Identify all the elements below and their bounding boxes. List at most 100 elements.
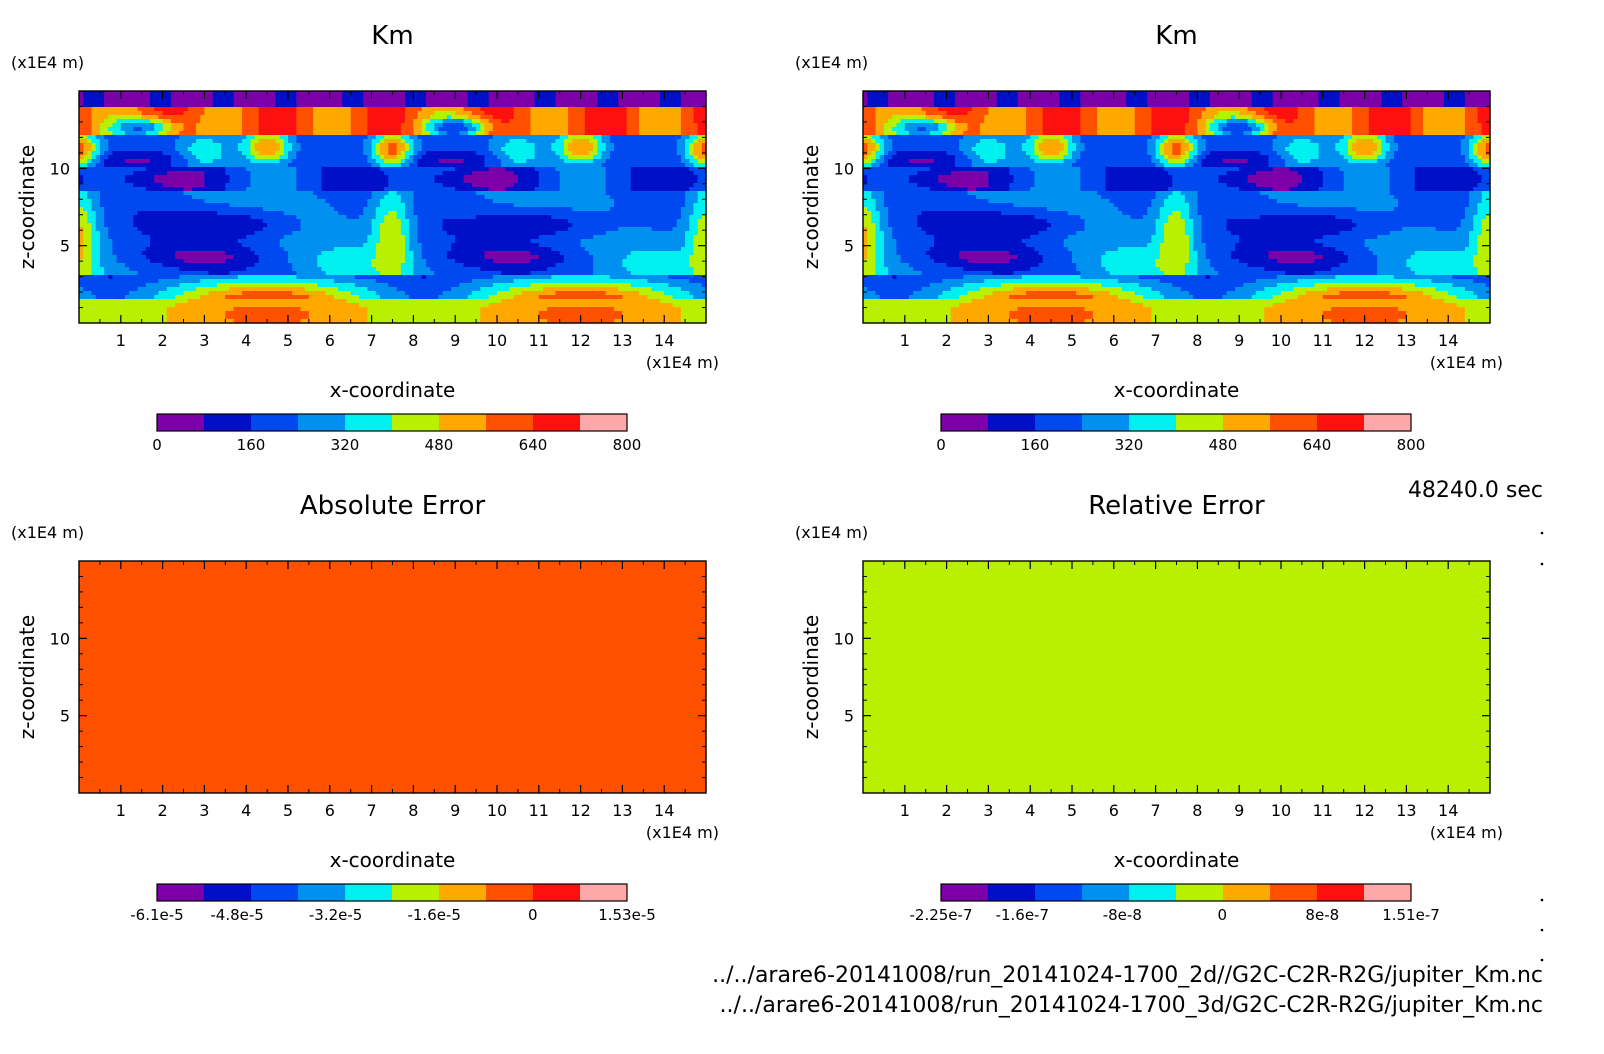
field-cell bbox=[112, 131, 126, 136]
field-cell bbox=[1201, 163, 1270, 168]
field-cell bbox=[568, 143, 594, 148]
field-cell bbox=[967, 259, 1010, 264]
field-cell bbox=[296, 107, 314, 112]
x-tick-label: 13 bbox=[1396, 331, 1416, 350]
field-cell bbox=[875, 139, 885, 144]
field-cell bbox=[971, 159, 985, 164]
field-cell bbox=[1209, 99, 1253, 104]
field-cell bbox=[680, 119, 695, 124]
field-cell bbox=[480, 267, 548, 272]
field-cell bbox=[863, 187, 931, 192]
field-cell bbox=[1473, 219, 1483, 224]
field-cell bbox=[1021, 239, 1065, 244]
field-cell bbox=[79, 167, 147, 172]
x-tick-label: 7 bbox=[367, 801, 377, 820]
field-cell bbox=[258, 139, 277, 144]
field-cell bbox=[137, 271, 210, 276]
field-cell bbox=[480, 127, 486, 132]
field-cell bbox=[79, 315, 168, 320]
x-tick-label: 4 bbox=[241, 801, 251, 820]
field-cell bbox=[434, 111, 456, 116]
field-cell bbox=[1230, 115, 1236, 120]
field-cell bbox=[954, 103, 998, 108]
field-cell bbox=[1347, 255, 1378, 260]
field-cell bbox=[934, 243, 1027, 248]
field-cell bbox=[875, 123, 885, 128]
field-cell bbox=[1444, 95, 1466, 100]
field-cell bbox=[79, 163, 88, 168]
field-cell bbox=[680, 103, 707, 108]
field-cell bbox=[1067, 247, 1119, 252]
field-cell bbox=[672, 227, 690, 232]
field-cell bbox=[421, 247, 452, 252]
field-cell bbox=[288, 151, 297, 156]
field-cell bbox=[250, 139, 260, 144]
colorbar-swatch bbox=[1270, 414, 1318, 431]
field-cell bbox=[91, 255, 101, 260]
colorbar-tick-label: -8e-8 bbox=[1103, 906, 1142, 924]
field-cell bbox=[451, 287, 481, 292]
field-cell bbox=[1393, 195, 1470, 200]
field-cell bbox=[79, 131, 93, 136]
field-cell bbox=[630, 251, 695, 256]
field-cell bbox=[1343, 155, 1353, 160]
field-cell bbox=[463, 119, 473, 124]
field-cell bbox=[1276, 115, 1299, 120]
field-cell bbox=[888, 271, 923, 276]
field-cell bbox=[367, 311, 481, 316]
field-cell bbox=[442, 171, 473, 176]
x-tick-label: 5 bbox=[1067, 801, 1077, 820]
field-cell bbox=[701, 215, 707, 220]
field-cell bbox=[1314, 119, 1353, 124]
field-cell bbox=[367, 199, 381, 204]
field-cell bbox=[133, 171, 168, 176]
field-cell bbox=[1477, 163, 1491, 168]
field-cell bbox=[888, 211, 923, 216]
field-cell bbox=[229, 287, 306, 292]
field-cell bbox=[509, 119, 532, 124]
field-cell bbox=[1193, 147, 1198, 152]
field-cell bbox=[1276, 135, 1345, 140]
x-axis-unit: (x1E4 m) bbox=[646, 823, 719, 842]
field-cell bbox=[1026, 107, 1044, 112]
field-cell bbox=[99, 159, 105, 164]
field-cell bbox=[1276, 283, 1316, 288]
field-cell bbox=[413, 123, 423, 128]
field-cell bbox=[413, 207, 573, 212]
field-cell bbox=[1385, 139, 1395, 144]
field-cell bbox=[384, 215, 398, 220]
field-cell bbox=[1151, 107, 1190, 112]
field-cell bbox=[863, 127, 877, 132]
field-cell bbox=[929, 131, 944, 136]
field-cell bbox=[1168, 215, 1182, 220]
field-cell bbox=[555, 263, 594, 268]
field-cell bbox=[1272, 303, 1458, 308]
field-cell bbox=[1469, 203, 1479, 208]
field-cell bbox=[421, 251, 448, 256]
field-cell bbox=[250, 247, 285, 252]
colorbar-swatch bbox=[941, 884, 989, 901]
field-cell bbox=[1347, 259, 1378, 264]
field-cell bbox=[304, 287, 339, 292]
field-cell bbox=[1477, 267, 1491, 272]
chart-title: Km bbox=[1155, 21, 1197, 51]
field-cell bbox=[946, 119, 956, 124]
x-tick-label: 2 bbox=[942, 801, 952, 820]
field-cell bbox=[1239, 235, 1324, 240]
field-cell bbox=[254, 155, 281, 160]
field-cell bbox=[463, 263, 557, 268]
field-cell bbox=[350, 115, 369, 120]
field-cell bbox=[1080, 99, 1127, 104]
field-cell bbox=[879, 135, 889, 140]
colorbar-tick-label: 160 bbox=[1021, 436, 1050, 454]
field-cell bbox=[1218, 179, 1249, 184]
field-cell bbox=[1180, 191, 1198, 196]
field-cell bbox=[79, 183, 134, 188]
field-cell bbox=[1084, 227, 1157, 232]
field-cell bbox=[597, 99, 619, 104]
field-cell bbox=[1469, 231, 1483, 236]
field-cell bbox=[488, 303, 674, 308]
field-cell bbox=[588, 251, 632, 256]
field-cell bbox=[141, 251, 176, 256]
